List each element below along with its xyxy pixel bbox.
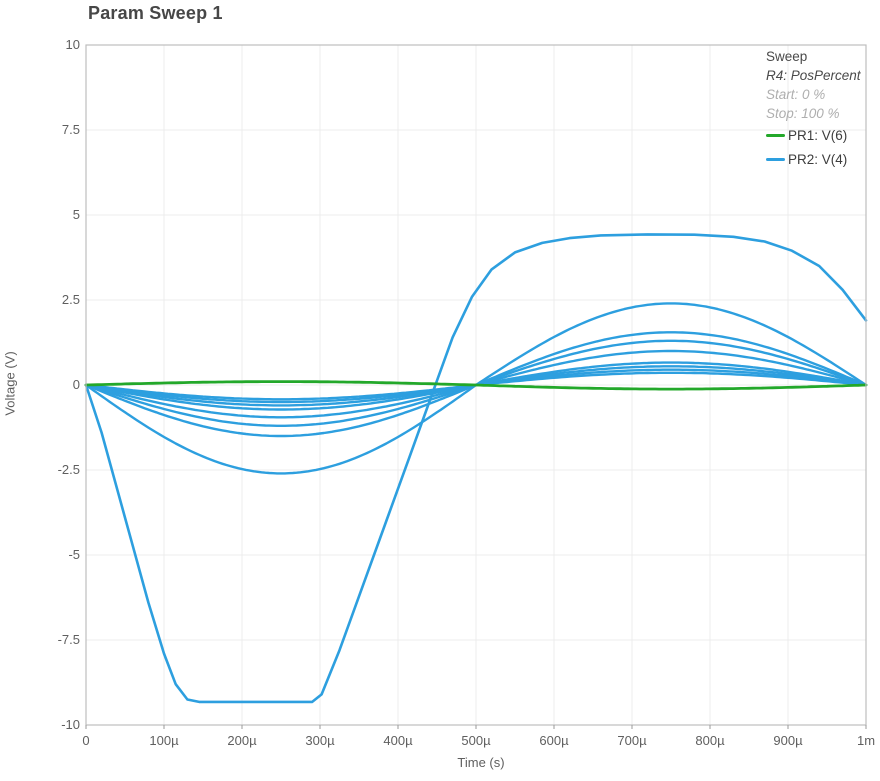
legend: Sweep R4: PosPercent Start: 0 % Stop: 10… — [766, 47, 861, 171]
y-tick-label: -2.5 — [57, 462, 80, 477]
x-tick-label: 1m — [856, 733, 876, 748]
legend-entry-pr2[interactable]: PR2: V(4) — [766, 147, 861, 171]
legend-entries: PR1: V(6) PR2: V(4) — [766, 123, 861, 171]
legend-entry-label: PR2: V(4) — [788, 151, 848, 167]
chart-title: Param Sweep 1 — [88, 3, 223, 23]
x-tick-label: 100µ — [149, 733, 179, 748]
legend-start-value: Start: 0 % — [766, 87, 826, 102]
y-axis-label: Voltage (V) — [2, 351, 18, 416]
y-tick-label: 10 — [65, 37, 80, 52]
legend-line-swatch — [766, 133, 785, 137]
x-tick-label: 200µ — [227, 733, 257, 748]
x-tick-label: 600µ — [539, 733, 569, 748]
x-tick-label: 500µ — [461, 733, 491, 748]
legend-sweep-header: Sweep — [766, 49, 808, 64]
y-tick-label: 7.5 — [61, 122, 80, 137]
legend-line-swatch — [766, 157, 785, 161]
pr2-clipped-trace — [84, 233, 868, 704]
x-tick-label: 700µ — [617, 733, 647, 748]
y-tick-label: 5 — [72, 207, 80, 222]
legend-stop-value: Stop: 100 % — [766, 106, 840, 121]
x-tick-label: 400µ — [383, 733, 413, 748]
x-tick-label: 0 — [82, 733, 90, 748]
x-tick-label: 900µ — [773, 733, 803, 748]
x-tick-label: 800µ — [695, 733, 725, 748]
x-axis-label: Time (s) — [457, 755, 505, 770]
pr1-trace — [84, 380, 868, 391]
y-tick-label: -7.5 — [57, 632, 80, 647]
legend-entry-label: PR1: V(6) — [788, 127, 848, 143]
y-tick-label: 2.5 — [61, 292, 80, 307]
legend-entry-pr1[interactable]: PR1: V(6) — [766, 123, 861, 147]
y-tick-label: -10 — [61, 717, 80, 732]
x-tick-label: 300µ — [305, 733, 335, 748]
legend-param-name: R4: PosPercent — [766, 68, 861, 83]
y-tick-label: 0 — [72, 377, 80, 392]
y-tick-label: -5 — [68, 547, 80, 562]
